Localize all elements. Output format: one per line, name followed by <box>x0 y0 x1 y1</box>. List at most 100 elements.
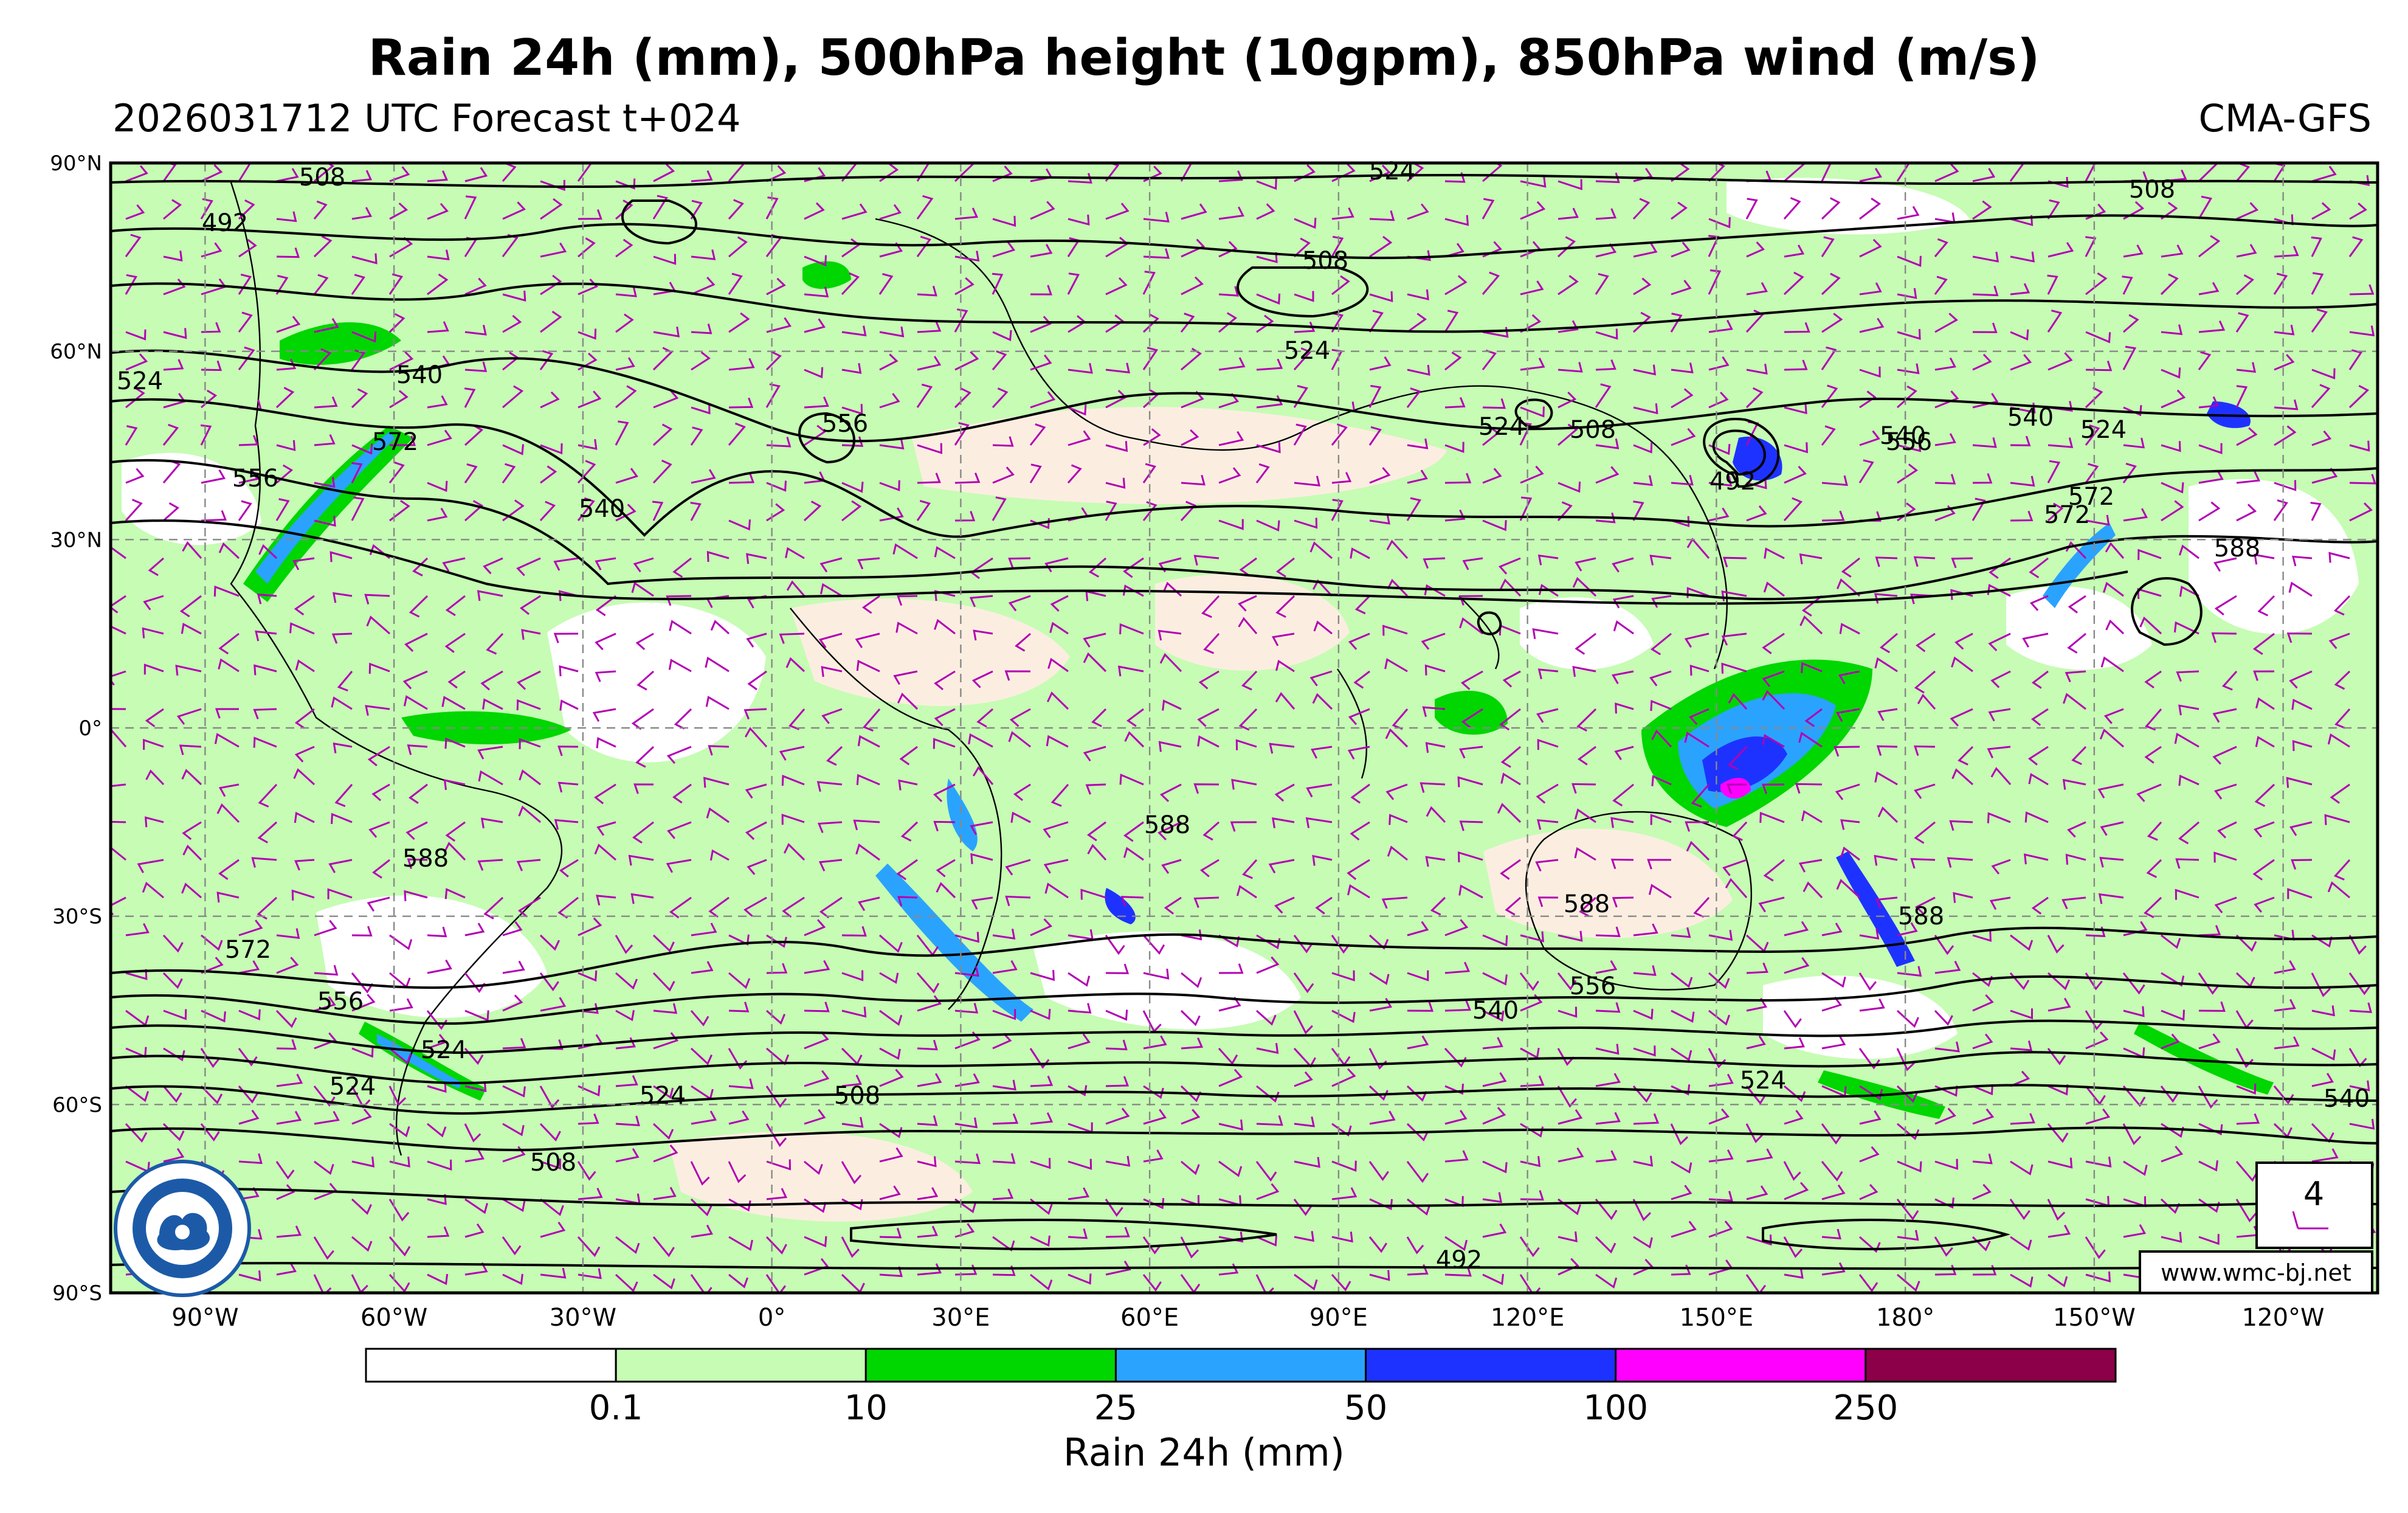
wind-barb <box>853 819 880 831</box>
wind-barb <box>1157 821 1182 840</box>
wind-barb <box>1859 1236 1881 1253</box>
wind-barb <box>1500 772 1521 786</box>
wind-barb <box>427 429 452 446</box>
wind-barb <box>2010 435 2031 446</box>
wind-barb <box>2123 1006 2145 1017</box>
wind-barb <box>857 735 880 748</box>
wind-barb <box>292 557 315 570</box>
wind-barb <box>1686 840 1710 861</box>
wind-barb <box>1595 1073 1621 1087</box>
wind-barb <box>427 959 452 974</box>
wind-barb <box>445 821 466 842</box>
wind-barb <box>1745 1274 1767 1293</box>
wind-barb <box>1746 962 1768 974</box>
wind-barb <box>427 1226 450 1238</box>
wind-barb <box>2292 739 2313 751</box>
wind-barb <box>1633 923 1658 937</box>
wind-barb <box>111 846 126 861</box>
wind-barb <box>2161 324 2183 336</box>
wind-barb <box>653 1186 677 1200</box>
wind-barb <box>841 970 864 982</box>
wind-barb <box>477 590 503 601</box>
wind-barb <box>2029 595 2049 611</box>
wind-barb <box>1241 670 1258 691</box>
wind-barb <box>367 746 390 767</box>
wind-barb <box>502 1236 522 1256</box>
wind-barb <box>1444 1000 1471 1012</box>
wind-barb <box>1268 859 1295 874</box>
wind-barb <box>691 170 713 182</box>
wind-barb <box>803 500 822 522</box>
wind-barb <box>238 960 260 974</box>
wind-barb <box>1558 482 1581 493</box>
wind-barb <box>1821 1262 1846 1276</box>
wind-barb <box>2161 244 2184 258</box>
wind-barb <box>2085 387 2103 409</box>
wind-barb <box>728 1002 750 1013</box>
wind-barb <box>2311 1047 2336 1061</box>
wind-barb <box>1482 198 1495 220</box>
wind-barb <box>893 670 918 685</box>
wind-barb <box>1691 784 1710 808</box>
wind-barb <box>1158 741 1182 752</box>
website-label[interactable]: www.wmc-bj.net <box>2161 1259 2351 1286</box>
wind-barb <box>819 583 843 597</box>
wind-barb <box>691 1110 717 1125</box>
wind-barb <box>2031 896 2049 915</box>
wind-barb <box>2160 273 2179 296</box>
wind-barb <box>1444 473 1472 484</box>
wind-barb <box>2176 670 2199 682</box>
wind-barb <box>992 929 1016 940</box>
wind-barb <box>1934 474 1956 485</box>
wind-barb <box>313 200 328 220</box>
wind-barb <box>841 1161 862 1185</box>
wind-barb <box>1934 163 1959 182</box>
wind-barb <box>1990 670 2011 688</box>
wind-barb <box>804 1002 830 1013</box>
wind-barb <box>1083 746 1106 762</box>
wind-barb <box>1972 437 1997 448</box>
wind-barb <box>201 164 223 182</box>
wind-barb <box>615 1236 640 1254</box>
wind-barb <box>2100 656 2124 673</box>
wind-barb <box>1046 735 1069 748</box>
wind-barb <box>1444 215 1469 226</box>
wind-barb <box>1633 965 1657 976</box>
wind-barb <box>1369 513 1390 525</box>
wind-barb <box>276 168 299 182</box>
wind-barb <box>879 1147 903 1163</box>
wind-barb <box>1972 393 1999 409</box>
wind-barb <box>992 215 1016 227</box>
wind-barb <box>855 632 880 648</box>
wind-barb <box>1896 1199 1919 1220</box>
colorbar <box>365 1348 2117 1383</box>
wind-barb <box>2291 699 2313 710</box>
wind-barb <box>1764 547 1785 559</box>
wind-barb <box>351 994 376 1012</box>
wind-barb <box>1218 1119 1243 1130</box>
wind-barb <box>817 821 843 833</box>
wind-barb <box>1350 821 1370 841</box>
wind-barb <box>1784 322 1810 333</box>
wind-barb <box>1068 214 1090 226</box>
wind-barb <box>518 805 541 823</box>
wind-barb <box>1294 1231 1314 1242</box>
colorbar-segment <box>1865 1348 2117 1383</box>
wind-barb <box>1047 657 1069 673</box>
wind-barb <box>628 854 654 866</box>
wind-barb <box>1143 212 1170 223</box>
wind-barb <box>179 744 202 755</box>
wind-barb <box>1595 208 1617 220</box>
wind-barb <box>427 926 447 938</box>
wind-barb <box>364 594 390 605</box>
wind-barb <box>1972 200 1992 220</box>
wind-barb <box>1633 1258 1654 1276</box>
wind-barb <box>1050 784 1069 807</box>
wind-barb <box>2085 424 2100 446</box>
wind-barb <box>216 892 240 903</box>
wind-barb <box>238 163 252 182</box>
wind-barb <box>2161 389 2186 409</box>
wind-barb <box>1238 595 1257 612</box>
wind-barb <box>916 235 931 257</box>
wind-barb <box>595 557 616 570</box>
